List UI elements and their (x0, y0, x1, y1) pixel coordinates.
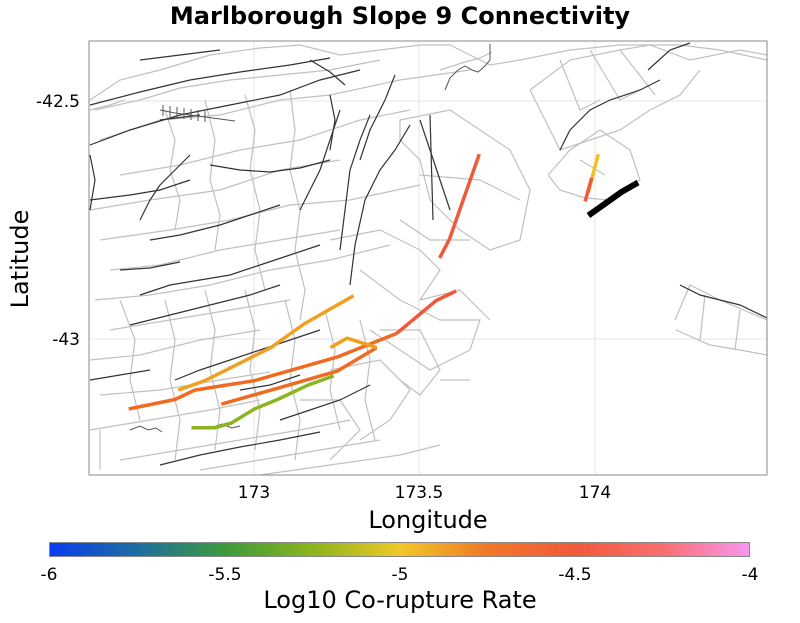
segmented-fault (159, 105, 236, 122)
x-axis-title: Longitude (368, 506, 488, 534)
fault-traces (89, 42, 767, 466)
rupture-6 (177, 294, 355, 392)
fault-section-outlines (89, 44, 767, 475)
rupture-5 (128, 331, 398, 411)
chart-title: Marlborough Slope 9 Connectivity (169, 2, 631, 30)
rupture-2 (583, 177, 594, 202)
x-tick-label: 173 (237, 483, 271, 503)
x-tick-label: 174 (578, 483, 612, 503)
y-tick-label: -42.5 (36, 92, 80, 112)
rupture-9 (191, 374, 335, 430)
gridlines (89, 41, 767, 475)
colorbar-tick: -4 (741, 565, 759, 585)
colorbar-tick: -4.5 (558, 565, 592, 585)
colorbar-label: Log10 Co-rupture Rate (263, 586, 537, 614)
background-faults (89, 42, 767, 475)
rupture-7 (220, 346, 378, 406)
colorbar-tick: -5.5 (208, 565, 242, 585)
colorbar-tick: -5 (391, 565, 409, 585)
rupture-3 (438, 153, 481, 259)
rupture-4 (395, 289, 457, 335)
rupture-8 (329, 336, 378, 350)
plot-frame (88, 40, 768, 476)
source-section (586, 179, 640, 218)
y-axis-title: Latitude (6, 209, 34, 309)
colorbar-tick: -6 (40, 565, 58, 585)
y-tick-label: -43 (52, 330, 80, 350)
colorbar (49, 542, 750, 557)
co-rupture-sections (128, 153, 640, 430)
x-tick-label: 173.5 (394, 483, 444, 503)
